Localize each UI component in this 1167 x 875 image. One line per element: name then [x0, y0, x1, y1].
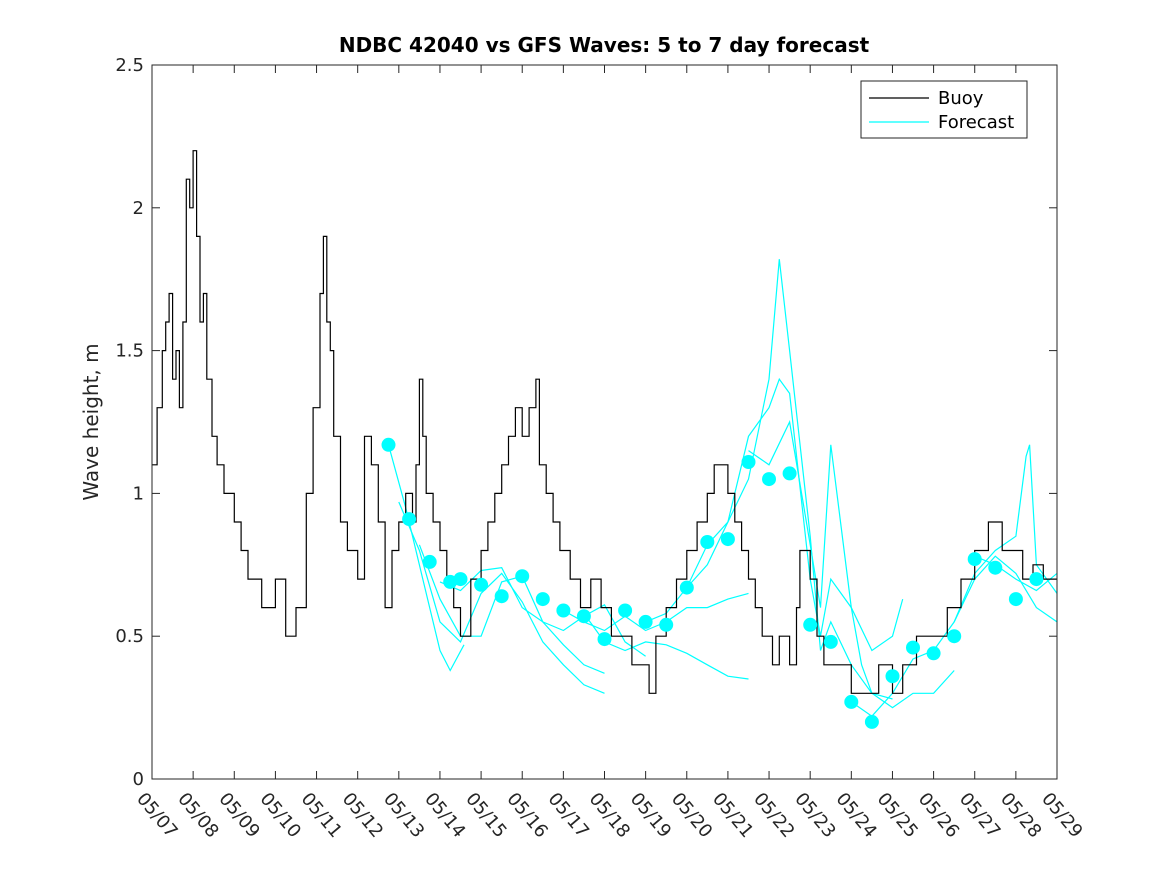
chart-title: NDBC 42040 vs GFS Waves: 5 to 7 day fore… [339, 33, 870, 57]
plot-area [152, 65, 1057, 779]
forecast-marker [864, 714, 879, 729]
forecast-marker [762, 472, 776, 487]
buoy-line [152, 150, 1057, 694]
y-tick-label: 1 [133, 483, 144, 504]
forecast-marker [906, 640, 920, 655]
legend-forecast-label: Forecast [938, 112, 1014, 133]
forecast-marker [597, 632, 612, 647]
forecast-run-line [398, 501, 605, 694]
series-layer [152, 150, 1057, 729]
y-tick-label: 2 [133, 198, 144, 219]
forecast-run-line [583, 613, 749, 680]
forecast-marker [381, 437, 396, 452]
forecast-marker [679, 580, 694, 595]
forecast-marker [988, 560, 1003, 575]
forecast-run-line [645, 259, 893, 700]
forecast-marker [535, 592, 550, 607]
y-tick-label: 1.5 [115, 341, 144, 362]
forecast-marker [720, 532, 735, 547]
forecast-marker [618, 603, 633, 618]
forecast-marker [422, 554, 437, 569]
y-tick-label: 2.5 [115, 55, 144, 76]
y-tick-label: 0.5 [115, 626, 144, 647]
forecast-run-line [748, 420, 955, 709]
y-axis: 0 0.5 1 1.5 2 2.5 [115, 55, 1057, 790]
forecast-marker [515, 569, 530, 584]
forecast-marker [823, 634, 838, 649]
forecast-run-line [563, 592, 749, 632]
forecast-marker [1029, 572, 1044, 587]
forecast-marker [474, 577, 489, 592]
forecast-run-line [418, 544, 605, 674]
legend: Buoy Forecast [860, 80, 1028, 139]
forecast-marker [402, 512, 417, 527]
forecast-marker [494, 589, 509, 604]
forecast-marker [700, 535, 715, 549]
forecast-marker [453, 572, 468, 587]
forecast-run-line [953, 444, 1057, 623]
forecast-marker [659, 617, 674, 632]
forecast-marker [741, 455, 756, 469]
forecast-marker [782, 466, 797, 481]
forecast-marker [947, 629, 962, 644]
y-axis-label: Wave height, m [79, 343, 103, 500]
legend-buoy-label: Buoy [938, 88, 984, 109]
y-tick-label: 0 [133, 769, 144, 790]
forecast-marker [1008, 592, 1023, 607]
forecast-marker [885, 669, 900, 684]
forecast-marker [556, 603, 571, 618]
forecast-run-line [974, 555, 1057, 592]
forecast-marker [638, 614, 653, 629]
series-group [152, 150, 1057, 729]
legend-box [860, 80, 1028, 139]
forecast-run-line [387, 444, 465, 672]
forecast-marker [576, 609, 591, 624]
forecast-marker [926, 646, 941, 661]
forecast-marker [967, 552, 982, 567]
forecast-marker [844, 694, 859, 709]
forecast-marker [803, 617, 818, 632]
